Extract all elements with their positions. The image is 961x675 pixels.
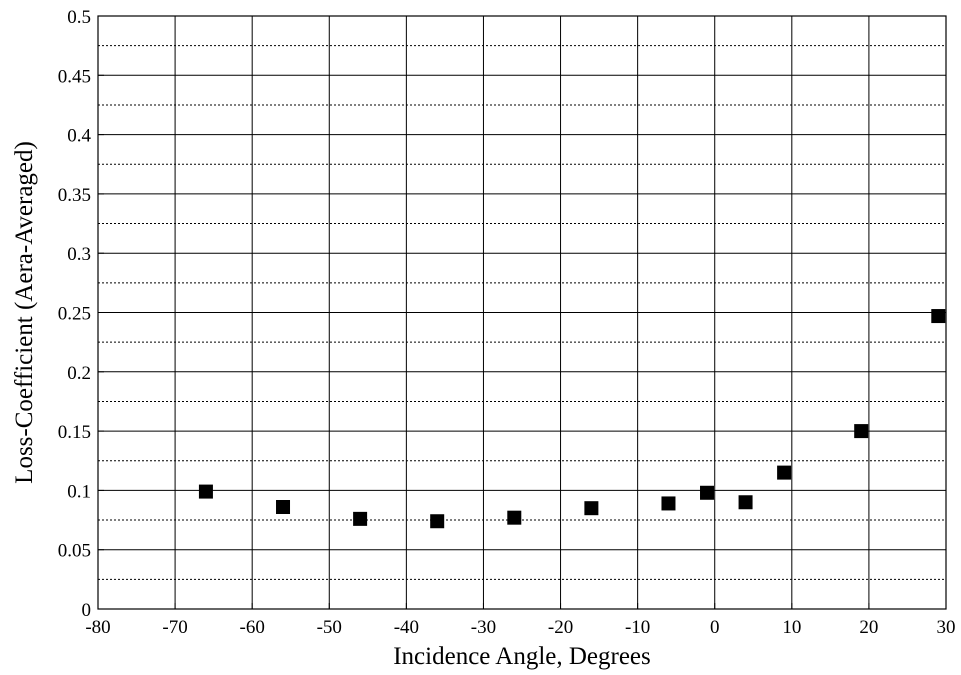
y-tick-label: 0.45 [58,66,91,87]
data-point-marker [661,496,676,511]
data-point-marker [198,484,213,499]
data-point-marker [738,495,753,510]
data-point-marker [777,465,792,480]
data-points [198,309,946,529]
x-tick-label: -20 [548,617,573,638]
data-point-marker [353,511,368,526]
y-tick-label: 0.3 [67,244,91,265]
data-point-marker [854,424,869,439]
x-tick-label: -10 [625,617,650,638]
y-tick-label: 0.4 [67,126,91,147]
grid [98,16,946,609]
x-tick-label: -30 [471,617,496,638]
data-point-marker [584,501,599,516]
x-axis-label: Incidence Angle, Degrees [393,643,651,670]
data-point-marker [276,500,291,515]
y-tick-label: 0.5 [67,7,91,28]
y-axis-ticks: 0 0.05 0.1 0.15 0.2 0.25 0.3 0.35 0.4 0.45 0.5 [58,7,104,621]
x-tick-label: 0 [710,617,720,638]
x-tick-label: -40 [394,617,419,638]
data-point-marker [507,510,522,525]
data-point-marker [700,485,715,500]
y-tick-label: 0.25 [58,304,91,325]
y-tick-label: 0.1 [67,481,91,502]
x-tick-label: -70 [162,617,187,638]
y-tick-label: 0.35 [58,185,91,206]
x-tick-label: 30 [937,617,956,638]
data-point-marker [931,309,946,324]
y-axis-label: Loss-Coefficient (Aera-Averaged) [11,141,38,484]
x-tick-label: 10 [782,617,801,638]
data-point-marker [430,514,445,529]
y-tick-label: 0.2 [67,363,91,384]
x-tick-label: -80 [85,617,110,638]
y-tick-label: 0 [82,600,92,621]
y-tick-label: 0.05 [58,541,91,562]
x-tick-label: -60 [240,617,265,638]
x-tick-label: -50 [317,617,342,638]
x-tick-label: 20 [859,617,878,638]
x-axis-ticks: -80 -70 -60 -50 -40 -30 -20 -10 0 10 20 30 [85,603,956,638]
y-tick-label: 0.15 [58,422,91,443]
